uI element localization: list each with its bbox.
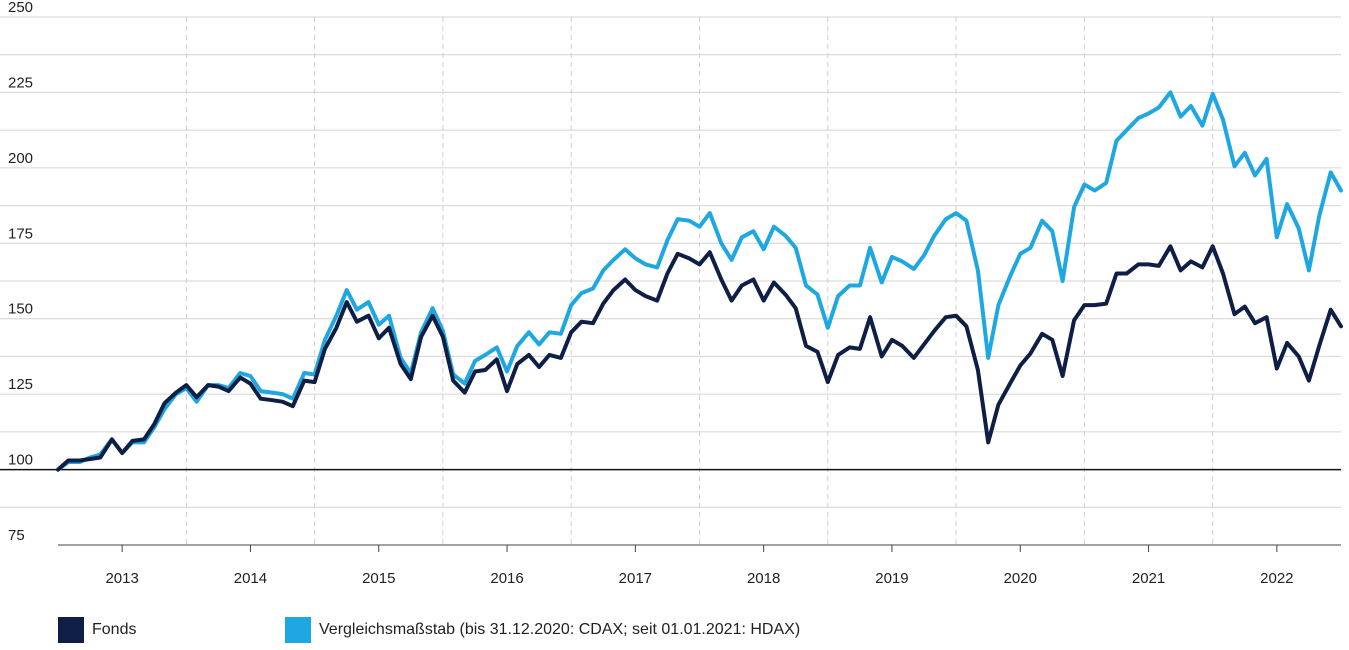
x-tick-label: 2020 — [1004, 570, 1037, 587]
x-tick-label: 2021 — [1132, 570, 1165, 587]
legend-swatch-fonds — [58, 617, 84, 643]
legend-label-benchmark: Vergleichsmaßstab (bis 31.12.2020: CDAX;… — [319, 621, 801, 638]
legend-swatch-benchmark — [285, 617, 311, 643]
legend-item-fonds: Fonds — [58, 616, 136, 644]
x-tick-label: 2014 — [234, 570, 267, 587]
x-tick-label: 2022 — [1260, 570, 1293, 587]
y-tick-label: 200 — [8, 150, 33, 167]
legend-item-benchmark: Vergleichsmaßstab (bis 31.12.2020: CDAX;… — [285, 616, 800, 644]
x-tick-label: 2017 — [619, 570, 652, 587]
y-tick-label: 150 — [8, 301, 33, 318]
x-tick-label: 2013 — [105, 570, 138, 587]
y-tick-label: 175 — [8, 225, 33, 242]
y-tick-label: 75 — [8, 527, 25, 544]
legend-label-fonds: Fonds — [92, 621, 137, 638]
y-tick-label: 225 — [8, 74, 33, 91]
series-line-benchmark — [56, 90, 1343, 472]
series-line-fonds — [56, 244, 1343, 472]
y-tick-label: 125 — [8, 376, 33, 393]
x-tick-label: 2019 — [875, 570, 908, 587]
y-tick-label: 250 — [8, 0, 33, 16]
x-tick-label: 2016 — [490, 570, 523, 587]
x-tick-label: 2018 — [747, 570, 780, 587]
x-tick-label: 2015 — [362, 570, 395, 587]
y-tick-label: 100 — [8, 452, 33, 469]
